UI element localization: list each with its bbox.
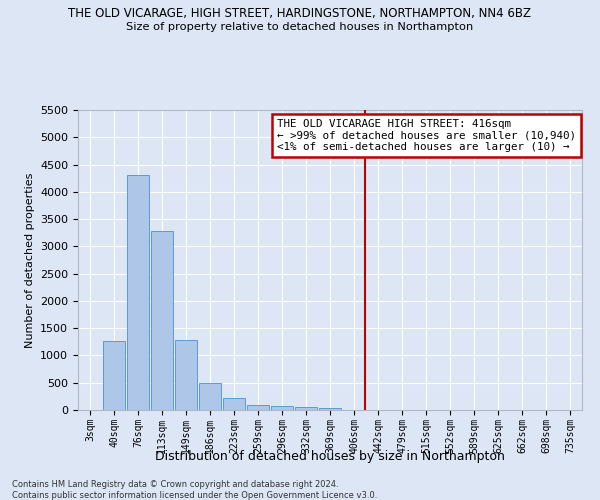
Text: Distribution of detached houses by size in Northampton: Distribution of detached houses by size … [155,450,505,463]
Bar [151,230,173,410]
Bar [247,404,269,410]
Bar [271,406,293,410]
Bar [295,408,317,410]
Text: THE OLD VICARAGE, HIGH STREET, HARDINGSTONE, NORTHAMPTON, NN4 6BZ: THE OLD VICARAGE, HIGH STREET, HARDINGST… [68,8,532,20]
Y-axis label: Number of detached properties: Number of detached properties [25,172,35,348]
Text: THE OLD VICARAGE HIGH STREET: 416sqm
← >99% of detached houses are smaller (10,9: THE OLD VICARAGE HIGH STREET: 416sqm ← >… [277,119,576,152]
Bar [223,398,245,410]
Bar [175,340,197,410]
Bar [199,384,221,410]
Bar [103,340,125,410]
Bar [127,176,149,410]
Text: Contains HM Land Registry data © Crown copyright and database right 2024.
Contai: Contains HM Land Registry data © Crown c… [12,480,377,500]
Text: Size of property relative to detached houses in Northampton: Size of property relative to detached ho… [127,22,473,32]
Bar [319,408,341,410]
